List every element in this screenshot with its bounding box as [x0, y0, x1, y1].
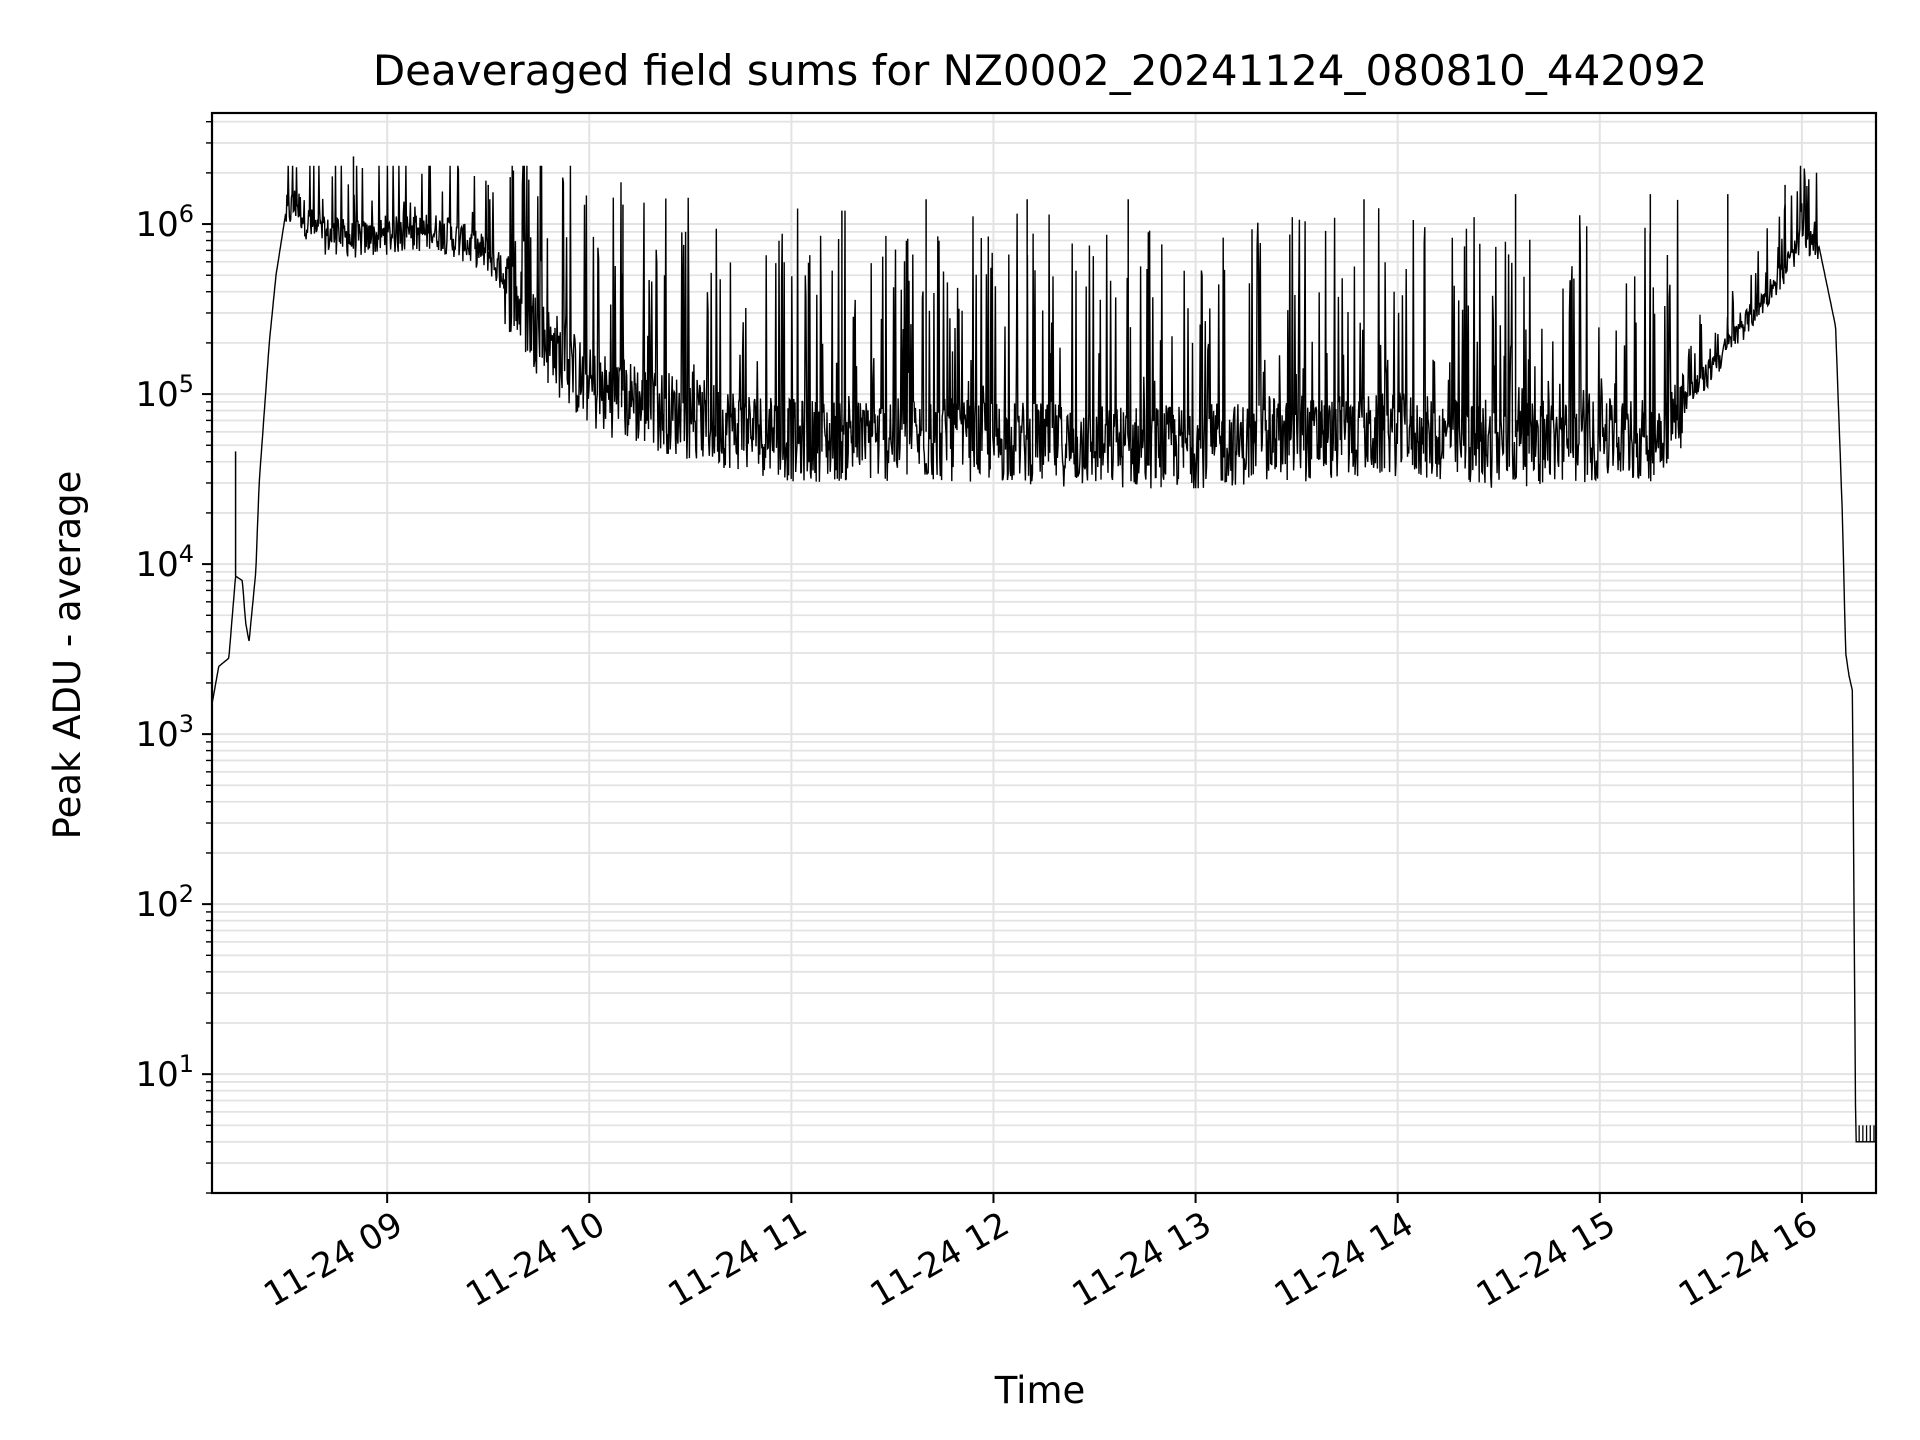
- y-tick-label: 102: [135, 880, 194, 925]
- series-line: [212, 165, 1876, 1143]
- y-tick-base: 10: [135, 885, 178, 925]
- y-tick-label: 103: [135, 710, 194, 755]
- y-tick-base: 10: [135, 375, 178, 415]
- y-tick-exponent: 4: [179, 540, 194, 568]
- y-tick-label: 106: [135, 200, 194, 245]
- y-tick-base: 10: [135, 715, 178, 755]
- y-tick-label: 104: [135, 540, 194, 585]
- y-tick-exponent: 1: [179, 1050, 194, 1078]
- y-tick-exponent: 2: [179, 880, 194, 908]
- y-tick-base: 10: [135, 205, 178, 245]
- y-tick-base: 10: [135, 1055, 178, 1095]
- series-group: [212, 156, 1876, 1143]
- y-tick-exponent: 5: [179, 370, 194, 398]
- y-tick-label: 101: [135, 1050, 194, 1095]
- y-tick-exponent: 6: [179, 200, 194, 228]
- y-axis-label: Peak ADU - average: [46, 471, 89, 840]
- x-axis-label: Time: [994, 1369, 1086, 1412]
- y-tick-label: 105: [135, 370, 194, 415]
- y-tick-base: 10: [135, 545, 178, 585]
- y-tick-exponent: 3: [179, 710, 194, 738]
- chart-title: Deaveraged field sums for NZ0002_2024112…: [373, 46, 1707, 95]
